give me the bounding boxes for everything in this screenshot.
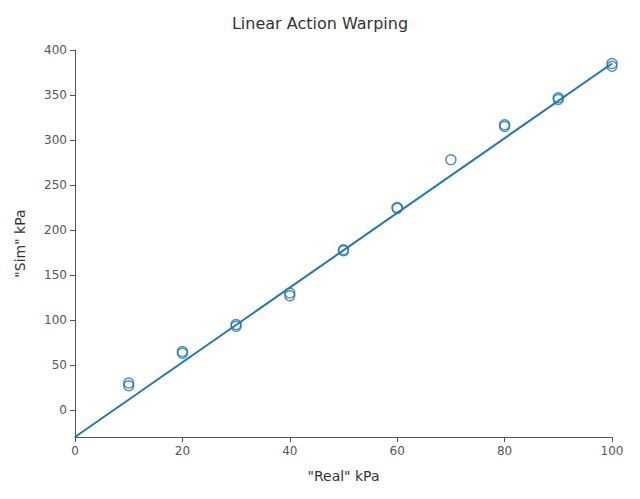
svg-text:"Real" kPa: "Real" kPa bbox=[307, 468, 379, 484]
svg-text:300: 300 bbox=[44, 133, 67, 147]
svg-text:350: 350 bbox=[44, 88, 67, 102]
svg-text:Linear Action Warping: Linear Action Warping bbox=[232, 14, 408, 33]
svg-text:80: 80 bbox=[497, 444, 512, 458]
svg-text:0: 0 bbox=[59, 403, 67, 417]
svg-text:200: 200 bbox=[44, 223, 67, 237]
svg-text:"Sim" kPa: "Sim" kPa bbox=[12, 209, 28, 277]
svg-text:400: 400 bbox=[44, 43, 67, 57]
svg-text:150: 150 bbox=[44, 268, 67, 282]
svg-text:100: 100 bbox=[601, 444, 624, 458]
svg-text:50: 50 bbox=[52, 358, 67, 372]
svg-text:60: 60 bbox=[390, 444, 405, 458]
svg-text:250: 250 bbox=[44, 178, 67, 192]
svg-text:40: 40 bbox=[282, 444, 297, 458]
svg-text:20: 20 bbox=[175, 444, 190, 458]
svg-text:0: 0 bbox=[71, 444, 79, 458]
svg-text:100: 100 bbox=[44, 313, 67, 327]
